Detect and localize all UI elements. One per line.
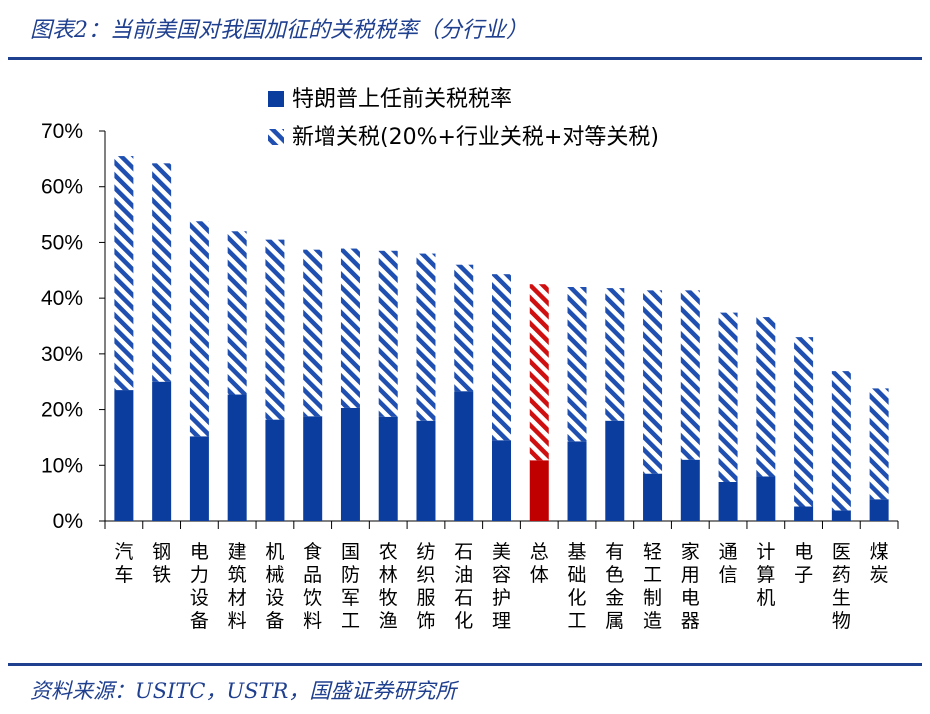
bar-added-2 [152,163,172,382]
category-label: 机械设备 [265,541,284,632]
bar-added-20 [831,371,851,511]
category-label: 建筑材料 [228,541,247,632]
category-label: 家用电器 [681,541,700,632]
bar-added-16 [680,290,700,460]
category-label: 基础化工 [568,541,587,632]
y-tick-label: 70% [41,120,83,143]
bar-base-7 [340,407,360,521]
bar-base-5 [265,419,285,521]
y-tick-label: 30% [41,343,83,366]
bar-added-18 [756,317,776,477]
legend-label-solid: 特朗普上任前关税税率 [292,87,512,112]
category-label: 电子 [794,541,813,586]
category-label: 钢铁 [152,541,171,586]
category-label: 计算机 [756,541,775,609]
bar-base-14 [605,420,625,521]
bar-added-6 [303,249,323,417]
bar-base-15 [643,473,663,521]
bar-added-9 [416,253,436,421]
bar-base-18 [756,476,776,521]
bar-base-19 [794,506,814,521]
bar-base-6 [303,416,323,521]
bar-base-2 [152,381,172,521]
category-label: 总体 [530,541,549,586]
bar-added-12 [529,284,549,461]
bar-base-12 [529,460,549,521]
tariff-bar-chart: 特朗普上任前关税税率 新增关税(20%+行业关税+对等关税) 0% 10% 20% 3… [41,87,899,632]
bar-base-16 [680,459,700,521]
bar-added-8 [378,250,398,417]
y-tick-labels: 0% 10% 20% 30% 40% 50% 60% 70% [41,120,83,533]
bars [114,156,889,521]
category-label: 石油石化 [454,541,473,632]
source-note: 资料来源：USITC，USTR，国盛证券研究所 [30,679,457,703]
bar-base-4 [227,394,247,521]
bar-added-17 [718,312,738,482]
bar-added-5 [265,239,285,420]
category-label: 纺织服饰 [416,541,435,632]
bar-base-21 [869,499,889,521]
bar-added-15 [643,290,663,474]
category-label: 通信 [719,541,738,586]
y-tick-label: 60% [41,176,83,199]
bar-base-11 [492,440,511,521]
legend-label-hatched: 新增关税(20%+行业关税+对等关税) [292,125,659,150]
bar-added-4 [227,231,247,395]
bar-added-21 [869,388,889,500]
bar-base-10 [454,391,474,521]
y-tick-label: 50% [41,231,83,254]
category-label: 国防军工 [341,541,360,632]
category-label: 医药生物 [832,541,851,632]
category-label: 煤炭 [870,541,889,586]
category-label: 食品饮料 [303,541,322,632]
bar-added-3 [189,221,209,437]
bar-base-17 [718,482,738,521]
bar-added-1 [114,156,134,391]
bar-added-10 [454,264,474,392]
bar-added-7 [340,248,360,408]
top-rule [8,57,922,60]
bar-base-9 [416,420,436,521]
bar-added-19 [794,337,814,507]
y-tick-label: 10% [41,454,83,477]
category-label: 汽车 [114,541,133,586]
category-label: 电力设备 [190,541,209,632]
bar-base-3 [189,436,209,521]
legend-swatch-hatched [268,129,284,145]
bar-base-8 [378,416,398,521]
category-label: 有色金属 [605,541,624,632]
bar-base-20 [831,510,851,521]
figure-title: 图表2：当前美国对我国加征的关税税率（分行业） [30,18,528,43]
category-label: 美容护理 [492,541,511,632]
x-category-labels: 汽车钢铁电力设备建筑材料机械设备食品饮料国防军工农林牧渔纺织服饰石油石化美容护理… [114,541,888,632]
y-tick-label: 20% [41,399,83,422]
bar-added-11 [492,274,511,441]
legend-swatch-solid [268,91,284,107]
category-label: 农林牧渔 [379,541,398,632]
bottom-rule [8,663,922,666]
bar-added-13 [567,287,587,442]
y-tick-label: 40% [41,287,83,310]
bar-added-14 [605,288,625,421]
bar-base-1 [114,390,134,521]
legend: 特朗普上任前关税税率 新增关税(20%+行业关税+对等关税) [268,87,659,150]
y-tick-label: 0% [53,510,83,533]
bar-base-13 [567,441,587,521]
category-label: 轻工制造 [643,541,662,632]
